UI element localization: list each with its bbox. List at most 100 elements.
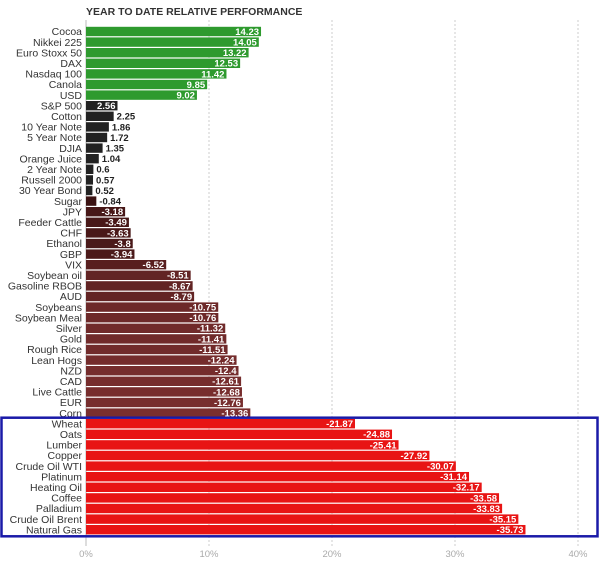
bar [86,90,197,100]
bar [86,440,399,450]
category-label: Lean Hogs [31,355,82,367]
bar [86,397,243,408]
category-label: Nikkei 225 [33,37,82,49]
bar [86,461,456,471]
value-label: -8.79 [170,292,192,303]
value-label: 1.35 [106,144,125,155]
bar [86,482,482,492]
value-label: -24.88 [363,430,390,441]
category-label: Wheat [52,418,82,430]
bar [86,260,167,270]
category-label: Palladium [36,503,82,515]
value-label: -10.75 [189,303,217,314]
value-label: 1.72 [110,133,129,144]
category-label: Feeder Cattle [18,217,82,229]
category-label: Gold [60,334,82,346]
category-label: EUR [60,397,83,409]
value-label: 14.05 [233,38,257,49]
bars-group [86,26,526,535]
value-label: -30.07 [427,462,454,473]
bar [86,249,135,259]
value-label: -3.18 [101,207,123,218]
bar [86,514,519,524]
x-tick-label: 40% [568,549,588,560]
bar [86,344,228,355]
bar [86,238,133,249]
bar [86,376,242,386]
category-label: Cocoa [52,26,83,38]
value-label: -33.58 [470,493,497,504]
value-label: -3.8 [114,239,130,250]
highlight-box-group [0,416,599,538]
category-label: GBP [60,249,82,261]
category-label: Euro Stoxx 50 [16,47,82,59]
bar [86,493,500,503]
category-label: S&P 500 [41,100,82,112]
value-label: 11.42 [201,69,224,80]
category-label: Live Cattle [32,387,82,399]
value-label: -6.52 [143,260,165,271]
bar [86,270,191,280]
category-label: Nasdaq 100 [25,69,82,81]
bar [86,196,97,206]
category-label: Crude Oil WTI [15,461,82,473]
bar [86,154,99,164]
value-label: -11.41 [198,334,225,345]
category-label: DJIA [59,143,82,155]
value-label: -25.41 [370,440,398,451]
bar [86,334,227,344]
category-label: USD [60,90,83,102]
value-label: 1.86 [112,122,130,133]
bar [86,419,356,429]
value-label: -0.84 [99,197,121,208]
category-label: Lumber [46,440,82,452]
value-label: -35.15 [489,515,517,526]
value-label: 13.22 [223,48,247,59]
bar [86,26,262,37]
value-label: 2.25 [117,112,136,123]
category-label: Silver [56,323,83,335]
value-label: -31.14 [440,472,468,483]
value-label: -11.32 [197,324,223,335]
category-label: Platinum [41,471,82,483]
value-label: 0.57 [96,175,115,186]
value-label: -13.36 [221,409,248,420]
bar [86,101,118,111]
category-label: 10 Year Note [21,122,82,134]
bar [86,69,227,79]
bar [86,472,470,482]
bar [86,281,193,291]
bar [86,79,208,90]
bar [86,48,249,58]
category-label: Ethanol [46,238,82,250]
category-label: DAX [60,58,82,70]
value-label: -12.68 [213,387,240,398]
bar [86,122,109,132]
bar [86,143,103,153]
bar [86,429,393,439]
category-label: VIX [65,259,82,271]
value-label: 14.23 [235,27,259,38]
bar [86,503,503,514]
category-label: Copper [48,450,83,462]
category-label: Russell 2000 [21,175,82,187]
category-label: CAD [60,376,83,388]
category-label: Oats [60,429,82,441]
bar [86,207,126,217]
value-label: -10.76 [189,313,216,324]
x-axis-ticks: 0% 10% 20% 30% 40% [79,549,588,560]
bar [86,302,219,312]
bar [86,323,226,333]
bar [86,387,242,397]
value-label: -32.17 [453,483,480,494]
x-tick-label: 30% [445,549,465,560]
category-label: Rough Rice [27,344,82,356]
category-label: 30 Year Bond [19,185,82,197]
category-label: JPY [63,206,82,218]
category-label: Soybean oil [27,270,82,282]
category-label: 2 Year Note [27,164,82,176]
category-label: Cotton [51,111,82,123]
bar [86,313,219,323]
highlight-box [0,416,599,538]
